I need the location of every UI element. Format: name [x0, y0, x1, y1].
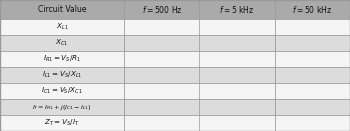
Bar — [199, 51, 275, 67]
Bar — [275, 115, 350, 131]
Bar — [275, 99, 350, 115]
Bar — [199, 0, 275, 19]
Bar — [0, 19, 124, 35]
Bar — [0, 0, 124, 19]
Text: $f = 50\ \mathrm{kHz}$: $f = 50\ \mathrm{kHz}$ — [292, 4, 332, 15]
Text: $f = 5\ \mathrm{kHz}$: $f = 5\ \mathrm{kHz}$ — [219, 4, 255, 15]
Bar — [124, 99, 200, 115]
Bar — [275, 0, 350, 19]
Bar — [275, 67, 350, 83]
Bar — [199, 83, 275, 99]
Bar — [275, 51, 350, 67]
Bar — [275, 19, 350, 35]
Bar — [0, 83, 124, 99]
Bar — [124, 35, 200, 51]
Bar — [0, 67, 124, 83]
Bar — [124, 19, 200, 35]
Bar — [199, 35, 275, 51]
Bar — [275, 83, 350, 99]
Text: $I_{C1} = V_S / X_{C1}$: $I_{C1} = V_S / X_{C1}$ — [41, 86, 83, 96]
Bar — [124, 115, 200, 131]
Text: $X_{C1}$: $X_{C1}$ — [55, 38, 69, 48]
Text: $I_{L1} = V_S / X_{L1}$: $I_{L1} = V_S / X_{L1}$ — [42, 70, 82, 80]
Bar — [199, 99, 275, 115]
Text: Circuit Value: Circuit Value — [38, 5, 86, 14]
Bar — [199, 19, 275, 35]
Bar — [124, 83, 200, 99]
Bar — [199, 67, 275, 83]
Bar — [0, 51, 124, 67]
Bar — [0, 115, 124, 131]
Text: $Z_T = V_S / I_T$: $Z_T = V_S / I_T$ — [44, 118, 80, 128]
Bar — [124, 67, 200, 83]
Text: $I_T = I_{R1} + j(I_{C1} - I_{L1})$: $I_T = I_{R1} + j(I_{C1} - I_{L1})$ — [32, 103, 92, 112]
Text: $f = 500\ \mathrm{Hz}$: $f = 500\ \mathrm{Hz}$ — [142, 4, 182, 15]
Text: $X_{L1}$: $X_{L1}$ — [56, 22, 69, 32]
Bar — [124, 0, 200, 19]
Bar — [124, 51, 200, 67]
Bar — [199, 115, 275, 131]
Bar — [275, 35, 350, 51]
Bar — [0, 35, 124, 51]
Bar — [0, 99, 124, 115]
Text: $I_{R1} = V_S / R_1$: $I_{R1} = V_S / R_1$ — [43, 54, 82, 64]
